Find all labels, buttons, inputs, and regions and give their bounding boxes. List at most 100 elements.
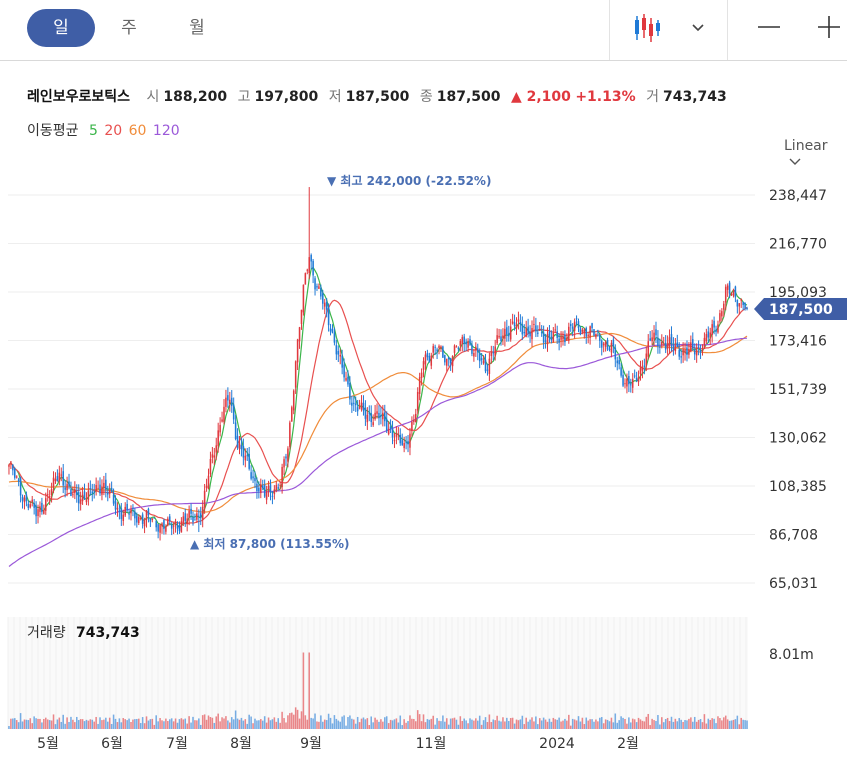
- change-percent: +1.13%: [575, 89, 636, 105]
- candlestick-icon[interactable]: [630, 10, 668, 46]
- ma-line-20: [8, 299, 748, 525]
- volume-bar: [566, 720, 568, 729]
- candle-body: [415, 413, 417, 423]
- candle-body: [697, 346, 700, 348]
- scale-selector[interactable]: Linear: [784, 138, 847, 170]
- candle-body: [393, 440, 396, 442]
- volume-bar: [217, 713, 219, 729]
- candle-body: [552, 333, 555, 343]
- candle-body: [314, 278, 316, 290]
- candle-body: [341, 355, 343, 368]
- volume-bar: [128, 718, 130, 729]
- volume-bar: [405, 722, 407, 729]
- volume-bar: [643, 721, 646, 729]
- volume-bar: [628, 717, 630, 729]
- candle-body: [217, 430, 219, 447]
- volume-bar: [633, 719, 636, 729]
- candle-body: [597, 330, 599, 332]
- tab-monthly[interactable]: 월: [189, 18, 205, 38]
- volume-bar: [256, 720, 258, 729]
- candle-body: [418, 377, 421, 395]
- volume-bar: [432, 715, 434, 729]
- candle-body: [178, 525, 181, 531]
- candle-body: [54, 478, 57, 481]
- candle-body: [234, 422, 237, 440]
- volume-bar: [389, 719, 392, 729]
- candle-body: [523, 331, 526, 334]
- candle-body: [531, 328, 533, 340]
- candle-body: [641, 366, 644, 371]
- candle-body: [544, 340, 547, 342]
- candle-body: [31, 499, 33, 503]
- candle-body: [385, 418, 388, 431]
- candle-body: [511, 321, 514, 324]
- candle-body: [364, 407, 367, 419]
- candle-body: [535, 325, 537, 332]
- volume-bar: [263, 716, 266, 729]
- ma-line-120: [8, 337, 748, 567]
- volume-bar: [167, 721, 169, 729]
- y-tick-label: 86,708: [769, 528, 818, 544]
- volume-bar: [39, 718, 41, 729]
- candle-body: [651, 337, 653, 342]
- candle-body: [583, 329, 586, 334]
- volume-bar: [378, 721, 380, 729]
- volume-bar: [475, 718, 477, 729]
- candle-body: [465, 341, 467, 345]
- tab-weekly[interactable]: 주: [121, 18, 137, 38]
- volume-bar: [261, 720, 264, 729]
- candle-body: [85, 499, 88, 503]
- candle-body: [260, 484, 262, 494]
- candle-body: [302, 284, 305, 313]
- candle-body: [277, 487, 280, 489]
- volume-bar: [124, 719, 126, 729]
- candle-body: [688, 349, 690, 355]
- candle-body: [693, 349, 696, 355]
- candle-body: [573, 321, 576, 331]
- candle-body: [709, 332, 711, 338]
- volume-bar: [693, 716, 696, 729]
- moving-average-legend[interactable]: 이동평균 5 20 60 120: [27, 120, 186, 140]
- candle-body: [60, 474, 63, 476]
- candle-body: [323, 302, 326, 307]
- volume-bar: [502, 717, 504, 729]
- candle-body: [199, 513, 202, 518]
- volume-bar: [659, 724, 661, 729]
- volume-bar: [715, 723, 717, 729]
- volume-bar: [184, 718, 187, 729]
- volume-bar: [178, 719, 181, 729]
- candle-body: [486, 369, 489, 371]
- candle-body: [252, 476, 254, 479]
- toolbar-divider: [727, 0, 728, 60]
- volume-bar: [302, 652, 305, 729]
- volume-bar: [519, 719, 522, 729]
- volume-bar: [496, 715, 498, 729]
- volume-bar: [46, 719, 49, 729]
- zoom-in-icon[interactable]: [816, 10, 842, 46]
- ma-20: 20: [104, 123, 123, 139]
- volume-bar: [192, 716, 194, 729]
- volume-bar: [219, 721, 221, 729]
- candle-body: [256, 483, 258, 491]
- volume-bar: [488, 714, 491, 729]
- chevron-down-icon[interactable]: [688, 10, 708, 46]
- candle-body: [726, 285, 729, 290]
- volume-bar: [186, 723, 188, 729]
- candle-body: [504, 328, 506, 339]
- volume-bar: [612, 722, 615, 729]
- volume-bar: [415, 721, 417, 729]
- volume-bar: [246, 723, 249, 729]
- candle-body: [653, 332, 655, 340]
- candle-body: [550, 336, 553, 341]
- zoom-out-icon[interactable]: [756, 10, 782, 46]
- volume-bar: [95, 716, 97, 729]
- candle-body: [103, 482, 105, 488]
- volume-bar: [560, 721, 562, 729]
- tab-daily[interactable]: 일: [27, 9, 95, 47]
- candle-body: [399, 434, 402, 444]
- candle-body: [445, 358, 448, 366]
- x-tick-label: 9월: [300, 736, 322, 752]
- candle-body: [213, 455, 216, 458]
- candle-body: [457, 348, 460, 350]
